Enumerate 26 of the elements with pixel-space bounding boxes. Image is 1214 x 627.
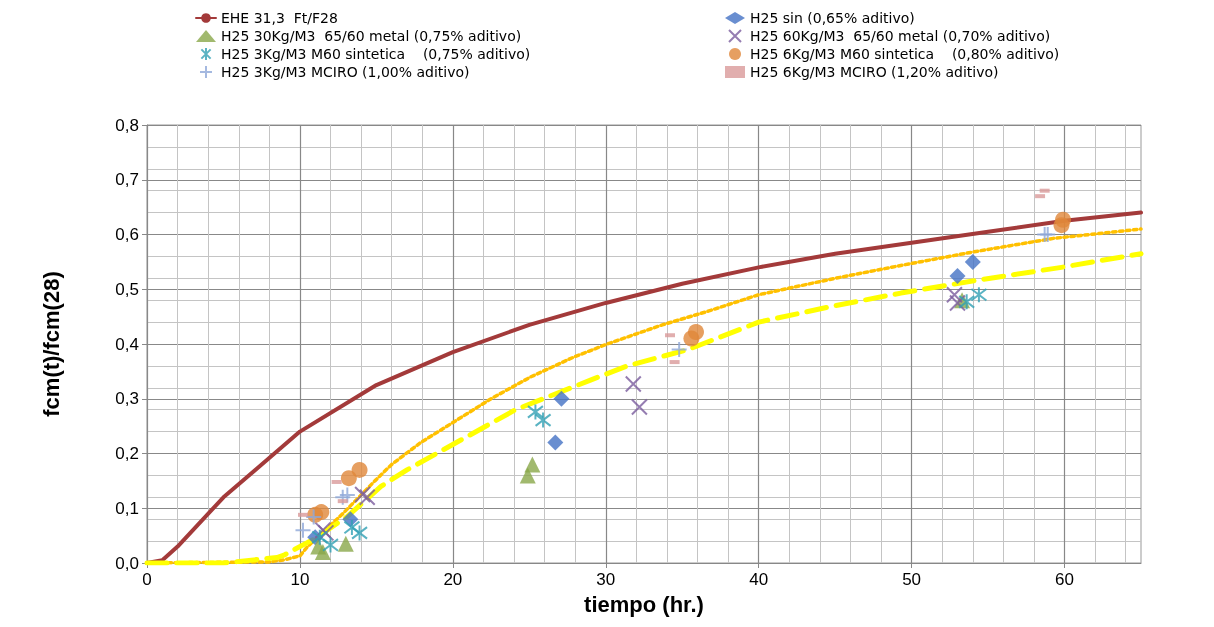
y-tick-label: 0,5 xyxy=(115,279,139,299)
legend-label: H25 3Kg/M3 M60 sintetica (0,75% aditivo) xyxy=(221,46,531,62)
y-tick-label: 0,1 xyxy=(115,498,139,518)
legend-label: H25 3Kg/M3 MCIRO (1,00% aditivo) xyxy=(221,64,470,80)
x-tick-label: 50 xyxy=(902,570,922,589)
legend-label: H25 30Kg/M3 65/60 metal (0,75% aditivo) xyxy=(221,28,522,44)
y-tick-label: 0,8 xyxy=(115,115,139,135)
y-tick-label: 0,4 xyxy=(115,334,139,354)
y-tick-label: 0,2 xyxy=(115,444,139,463)
y-tick-label: 0,6 xyxy=(115,225,139,244)
x-tick-label: 10 xyxy=(290,570,310,589)
y-tick-label: 0,0 xyxy=(115,553,139,573)
legend-label: EHE 31,3 Ft/F28 xyxy=(221,10,338,26)
x-tick-label: 20 xyxy=(443,570,463,589)
x-tick-label: 40 xyxy=(749,570,769,589)
legend-label: H25 sin (0,65% aditivo) xyxy=(750,10,915,26)
legend-label: H25 6Kg/M3 M60 sintetica (0,80% aditivo) xyxy=(750,46,1060,62)
x-tick-label: 0 xyxy=(142,570,152,589)
x-tick-label: 60 xyxy=(1055,570,1074,589)
y-tick-label: 0,3 xyxy=(115,389,139,409)
y-tick-label: 0,7 xyxy=(115,170,139,190)
y-axis-title: fcm(t)/fcm(28) xyxy=(38,271,64,417)
legend-label: H25 6Kg/M3 MCIRO (1,20% aditivo) xyxy=(750,64,999,80)
legend-label: H25 60Kg/M3 65/60 metal (0,70% aditivo) xyxy=(750,28,1051,44)
x-axis-title: tiempo (hr.) xyxy=(584,591,704,617)
x-tick-label: 30 xyxy=(596,570,616,589)
